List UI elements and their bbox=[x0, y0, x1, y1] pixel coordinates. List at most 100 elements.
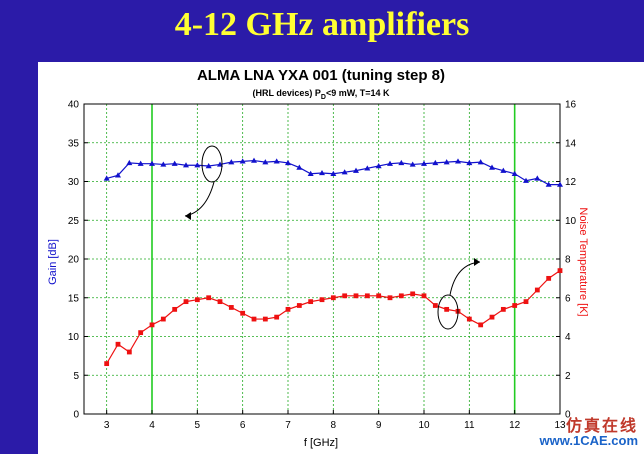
noise-point bbox=[489, 314, 495, 320]
axes: 3 4 5 6 7 8 9 10 11 12 130510152025303540024681012… bbox=[68, 100, 577, 432]
y-tick-label-left: 5 bbox=[73, 371, 79, 382]
y-tick-label-left: 10 bbox=[68, 332, 80, 343]
noise-point bbox=[308, 299, 314, 305]
y-tick-label-left: 30 bbox=[68, 177, 80, 188]
chart-subtitle: (HRL devices) PD<9 mW, T=14 K bbox=[253, 88, 390, 101]
noise-callout-ellipse bbox=[437, 294, 459, 330]
noise-point bbox=[104, 361, 110, 367]
noise-point bbox=[251, 316, 257, 322]
y-tick-label-left: 35 bbox=[68, 138, 80, 149]
gain-point bbox=[103, 175, 110, 181]
gain-point bbox=[545, 181, 552, 187]
gain-point bbox=[115, 172, 121, 178]
x-tick-label: 5 bbox=[195, 420, 201, 431]
gain-point bbox=[500, 167, 507, 173]
y-tick-label-right: 14 bbox=[565, 138, 577, 149]
noise-point bbox=[478, 322, 484, 328]
y-tick-label-left: 20 bbox=[68, 255, 80, 266]
gain-point bbox=[364, 165, 371, 171]
noise-point bbox=[206, 295, 212, 301]
y-tick-label-right: 4 bbox=[565, 332, 571, 343]
noise-point bbox=[296, 303, 302, 308]
noise-point bbox=[523, 299, 529, 305]
chart-panel: ALMA LNA YXA 001 (tuning step 8) (HRL de… bbox=[38, 62, 644, 454]
x-tick-label: 10 bbox=[418, 420, 430, 431]
gain-point bbox=[443, 159, 450, 165]
gain-point bbox=[375, 163, 382, 169]
x-tick-label: 6 bbox=[240, 420, 246, 431]
gain-callout-ellipse bbox=[201, 145, 223, 183]
noise-point bbox=[319, 297, 325, 303]
band-edge-lines bbox=[151, 104, 516, 414]
noise-point bbox=[376, 293, 382, 299]
noise-point bbox=[512, 303, 518, 308]
noise-point bbox=[557, 268, 563, 274]
gain-point bbox=[137, 160, 144, 166]
noise-point bbox=[444, 306, 450, 312]
chart-title: ALMA LNA YXA 001 (tuning step 8) bbox=[197, 67, 445, 84]
gain-point bbox=[341, 169, 348, 175]
noise-point bbox=[228, 305, 234, 310]
y-tick-label-left: 25 bbox=[68, 216, 80, 227]
x-tick-label: 8 bbox=[331, 420, 337, 431]
x-tick-label: 11 bbox=[464, 420, 475, 431]
y-tick-label-right: 10 bbox=[565, 216, 577, 227]
x-tick-label: 13 bbox=[554, 420, 566, 431]
watermark: 仿真在线 www.1CAE.com bbox=[539, 418, 638, 449]
noise-point bbox=[262, 316, 268, 322]
noise-point bbox=[466, 316, 472, 322]
gain-point bbox=[523, 177, 529, 183]
gain-point bbox=[466, 159, 473, 166]
gain-point bbox=[398, 159, 405, 166]
gain-noise-chart: ALMA LNA YXA 001 (tuning step 8) (HRL de… bbox=[47, 67, 589, 449]
noise-point bbox=[115, 341, 121, 347]
noise-point bbox=[183, 299, 189, 305]
gain-point bbox=[251, 157, 257, 163]
gain-point bbox=[160, 161, 167, 167]
gain-point bbox=[432, 159, 439, 166]
gain-callout-arrow bbox=[184, 181, 215, 217]
noise-point bbox=[500, 306, 506, 312]
y-tick-label-right: 16 bbox=[565, 100, 577, 111]
y-tick-label-right: 8 bbox=[565, 255, 571, 266]
noise-point bbox=[172, 306, 178, 312]
noise-point bbox=[138, 330, 144, 336]
gain-point bbox=[285, 159, 291, 166]
gain-point bbox=[262, 159, 269, 165]
y-tick-label-right: 6 bbox=[565, 293, 571, 304]
gain-point bbox=[149, 160, 155, 166]
gain-point bbox=[205, 163, 212, 169]
noise-point bbox=[330, 295, 336, 301]
noise-point bbox=[421, 293, 427, 299]
noise-point bbox=[342, 293, 348, 299]
gain-point bbox=[239, 158, 246, 164]
watermark-url: www.1CAE.com bbox=[539, 433, 638, 448]
gain-point bbox=[319, 169, 325, 176]
gain-callout-arrowhead bbox=[185, 212, 191, 220]
y-tick-label-right: 2 bbox=[565, 371, 571, 382]
y-tick-label-left: 15 bbox=[68, 293, 80, 304]
gain-point bbox=[387, 160, 393, 166]
x-tick-label: 7 bbox=[285, 420, 291, 431]
gain-point bbox=[511, 170, 518, 176]
grid bbox=[84, 103, 561, 415]
slide-title: 4-12 GHz amplifiers bbox=[174, 6, 470, 43]
noise-callout-arrowhead bbox=[474, 258, 480, 266]
gain-point bbox=[194, 162, 201, 168]
gain-point bbox=[171, 160, 178, 166]
y-axis-label-right: Noise Temperature [K] bbox=[577, 207, 589, 316]
y-tick-label-left: 40 bbox=[68, 100, 80, 111]
noise-point bbox=[274, 314, 280, 320]
noise-point bbox=[546, 275, 552, 281]
subtitle-post: <9 mW, T=14 K bbox=[326, 88, 390, 98]
noise-point bbox=[387, 295, 393, 301]
y-tick-label-right: 12 bbox=[565, 177, 577, 188]
x-tick-label: 3 bbox=[104, 420, 110, 431]
gain-point bbox=[296, 164, 303, 170]
noise-point bbox=[432, 303, 438, 308]
noise-point bbox=[160, 316, 166, 322]
noise-callout-arrow bbox=[449, 261, 481, 296]
gain-point bbox=[421, 160, 427, 166]
gain-point bbox=[228, 159, 235, 165]
noise-point bbox=[364, 293, 370, 299]
